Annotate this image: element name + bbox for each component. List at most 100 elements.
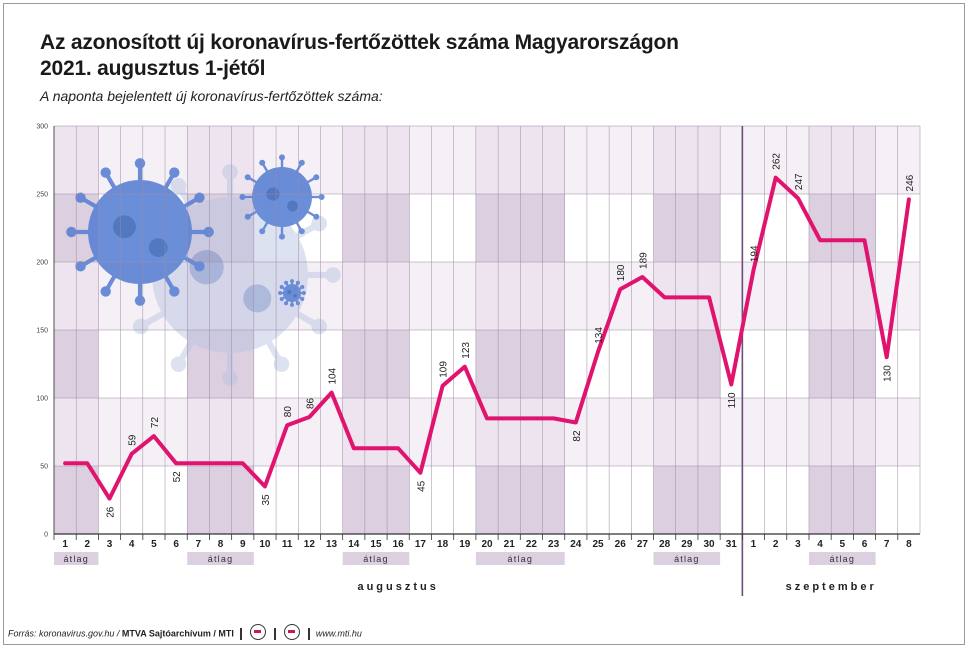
virus-spike-tip [170, 356, 187, 372]
data-label: 35 [261, 494, 272, 506]
x-tick-label: 13 [326, 539, 338, 550]
average-label-box [342, 552, 410, 565]
x-tick-label: 4 [129, 539, 135, 550]
virus-spike-tip [259, 228, 266, 235]
x-tick-label: 5 [840, 539, 846, 550]
y-tick-label: 50 [40, 464, 48, 471]
x-tick-label: 29 [681, 539, 693, 550]
footer-source: Forrás: koronavirus.gov.hu / [8, 628, 122, 639]
data-label: 104 [328, 367, 339, 384]
x-tick-label: 27 [637, 539, 649, 550]
data-label: 59 [128, 434, 139, 446]
x-tick-label: 8 [218, 539, 224, 550]
x-tick-label: 19 [459, 539, 471, 550]
virus-spike [175, 334, 198, 366]
figure-frame [3, 3, 965, 645]
data-label: 189 [638, 252, 649, 269]
virus-spike-tip [134, 158, 146, 169]
virus-spike-tip [244, 174, 251, 181]
x-tick-label: 24 [570, 539, 582, 550]
x-tick-labels: 1 2 3 4 5 6 7 8 9 10 11 12 13 14 15 16 17 18 19 20 21 22 23 24 2… [53, 534, 912, 550]
average-shade [342, 398, 410, 466]
virus-body [252, 167, 312, 227]
average-shade [808, 466, 876, 534]
y-tick-label: 150 [36, 328, 48, 335]
virus-spike-tip [75, 192, 86, 203]
virus-body [283, 284, 301, 302]
virus-spike-tip [134, 295, 146, 306]
virus-spike-tip [273, 356, 290, 372]
virus-spike-tip [170, 178, 187, 194]
virus-spike-tip [279, 154, 285, 161]
virus-spike-tip [279, 296, 284, 301]
virus-spike-tip [313, 213, 320, 220]
average-labels: átlag átlag átlag átlag átlag átlag [54, 552, 876, 565]
average-shade [808, 262, 876, 330]
data-labels: 26 59 72 52 35 80 86 104 45 109 123 82 134 180 189 110 1… [65, 153, 916, 518]
virus-spike-tip [278, 291, 283, 295]
average-shade [342, 466, 410, 534]
footer-web: www.mti.hu [315, 628, 362, 639]
virus-spike-tip [290, 279, 294, 284]
mti-logo-icon [283, 624, 300, 640]
data-label: 52 [172, 471, 183, 483]
x-tick-label: 30 [703, 539, 715, 550]
virus-spot [287, 200, 298, 212]
x-tick-label: 3 [795, 539, 801, 550]
average-shade [342, 262, 410, 330]
average-label: átlag [508, 554, 534, 564]
data-label: 72 [150, 417, 161, 429]
virus-spike-tip [284, 301, 289, 306]
average-shade [808, 126, 876, 194]
mtva-logo-icon [249, 624, 266, 640]
virus-spot [287, 290, 292, 295]
data-label: 246 [905, 174, 916, 191]
average-label-box [54, 552, 99, 565]
x-tick-label: 18 [437, 539, 449, 550]
virus-spike-tip [194, 192, 205, 203]
virus-medium [239, 154, 325, 240]
data-label: 134 [594, 327, 605, 344]
average-shade [187, 466, 254, 534]
data-label: 110 [727, 392, 738, 408]
virus-body [88, 180, 192, 284]
average-shade [653, 126, 721, 194]
average-label-box [808, 552, 876, 565]
footer: Forrás: koronavirus.gov.hu / MTVA Sajtóa… [8, 624, 362, 640]
virus-spike [139, 307, 171, 330]
average-label: átlag [208, 554, 234, 564]
data-label: 180 [616, 264, 627, 281]
x-tick-label: 16 [393, 539, 405, 550]
average-shade [187, 194, 254, 262]
virus-spike-tip [169, 167, 180, 178]
x-tick-label: 22 [526, 539, 538, 550]
x-tick-label: 14 [348, 539, 360, 550]
x-tick-label: 23 [548, 539, 560, 550]
virus-spot [293, 294, 297, 298]
chart-title: Az azonosított új koronavírus-fertőzötte… [40, 30, 679, 82]
x-tick-label: 1 [62, 539, 68, 550]
average-shade [342, 330, 410, 398]
average-shade [653, 330, 721, 398]
average-shade [808, 330, 876, 398]
virus-spike-tip [298, 159, 305, 166]
average-shade [187, 398, 254, 466]
virus-spike-tip [279, 233, 285, 240]
average-shade [653, 466, 721, 534]
virus-spike-tip [311, 318, 327, 335]
x-tick-label: 17 [415, 539, 427, 550]
virus-spike-tip [279, 285, 284, 290]
virus-spike-tip [290, 302, 294, 307]
data-label: 109 [439, 361, 450, 378]
x-tick-label: 6 [173, 539, 179, 550]
virus-spike [175, 184, 198, 216]
average-shade [342, 194, 410, 262]
data-label: 86 [305, 397, 316, 409]
x-tick-label: 6 [862, 539, 868, 550]
virus-spike-tip [325, 267, 341, 283]
x-tick-label: 4 [817, 539, 823, 550]
virus-small [278, 279, 306, 307]
coronavirus-illustration [66, 154, 341, 386]
virus-spike [289, 307, 321, 330]
virus-spot [243, 284, 272, 313]
